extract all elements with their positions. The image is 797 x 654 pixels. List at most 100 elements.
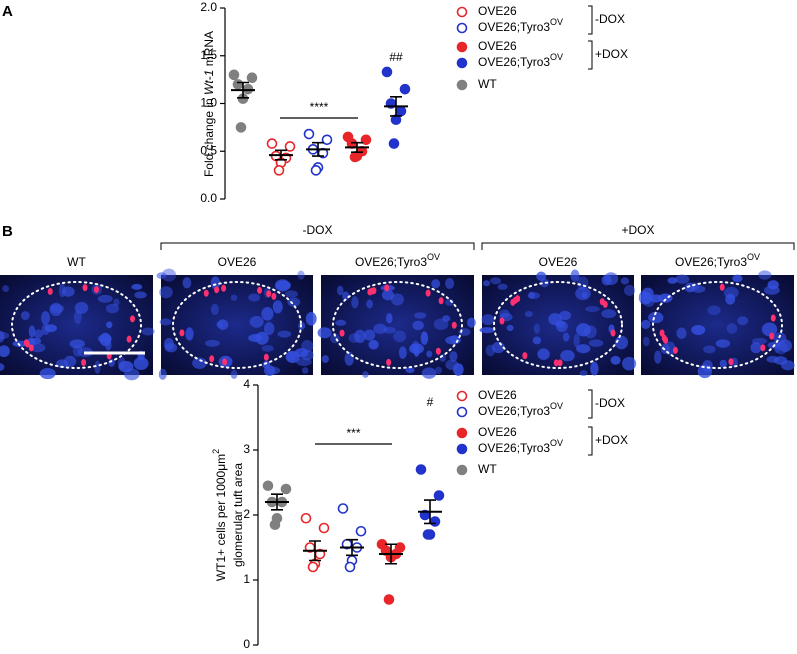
nucleus (555, 320, 568, 332)
wt1-cell (82, 284, 88, 292)
sem-bar (351, 141, 363, 154)
legend-label-main: OVE26 (478, 39, 517, 53)
sem-bar (312, 141, 324, 157)
sem-bar (309, 540, 321, 562)
nucleus (72, 344, 83, 357)
sem-bar (424, 499, 436, 525)
nucleus (164, 342, 178, 353)
nucleus (261, 344, 274, 352)
data-point (321, 134, 333, 146)
data-point (303, 128, 315, 140)
nucleus (348, 333, 361, 343)
nucleus (421, 367, 437, 379)
y-tick-label: 0.0 (200, 191, 217, 205)
legend-marker (456, 22, 468, 34)
data-point (388, 138, 400, 149)
nucleus (723, 286, 739, 299)
nucleus (411, 340, 420, 354)
nucleus (204, 339, 220, 347)
micrograph (638, 270, 795, 379)
nucleus (386, 312, 393, 324)
nucleus (453, 363, 464, 376)
legend-label-main: WT (478, 462, 497, 476)
y-label-part: mRNA (202, 31, 216, 70)
nucleus (732, 274, 743, 283)
wt1-cell (451, 321, 457, 329)
wt1-cell (221, 284, 227, 292)
nucleus (321, 355, 329, 364)
data-point (310, 165, 322, 176)
nucleus (73, 310, 82, 324)
nucleus (499, 309, 510, 318)
wt1-cell (499, 317, 505, 325)
wt1-cell (93, 286, 99, 294)
wt1-cell (553, 359, 559, 367)
wt1-cell (512, 296, 518, 304)
nucleus (601, 309, 617, 319)
nucleus (335, 319, 347, 326)
legend-marker (456, 464, 468, 476)
glomerulus-outline (172, 281, 302, 369)
sem-bar (271, 493, 283, 511)
legend-label-sup: OV (550, 17, 563, 27)
nucleus (363, 329, 376, 341)
wt1-cell (81, 359, 87, 367)
nucleus (49, 302, 63, 317)
legend-marker (456, 427, 468, 439)
group-label: -DOX (303, 223, 333, 237)
wt1-cell (522, 352, 528, 360)
sem-bar (237, 81, 249, 99)
data-point (246, 72, 258, 84)
data-point (269, 519, 281, 531)
nucleus (217, 319, 229, 330)
y-tick-label: 0.5 (200, 143, 217, 157)
legend-label-sup: OV (550, 438, 563, 448)
nucleus (585, 305, 600, 313)
sem-bar (346, 538, 358, 557)
legend-label: OVE26;Tyro3OV (478, 52, 563, 69)
nucleus (285, 350, 300, 364)
legend-group-label: -DOX (595, 12, 625, 26)
data-point (337, 503, 349, 514)
nucleus (106, 321, 113, 329)
legend-label: WT (478, 77, 497, 91)
wt1-cell (214, 286, 220, 294)
micrograph (0, 275, 155, 381)
image-label-main: OVE26;Tyro3 (355, 255, 427, 269)
data-point (344, 561, 356, 573)
wt1-cell (672, 346, 678, 354)
legend-group-label: -DOX (595, 396, 625, 410)
nucleus (764, 285, 780, 295)
nucleus (390, 293, 404, 306)
legend-label-main: OVE26 (478, 388, 517, 402)
wt1-cell (599, 298, 605, 306)
wt1-cell (24, 340, 30, 348)
nucleus (527, 292, 541, 299)
nucleus (737, 316, 749, 326)
wt1-cell (728, 358, 734, 366)
nucleus (185, 327, 194, 341)
legend-label: OVE26 (478, 388, 517, 402)
legend-label: OVE26;Tyro3OV (478, 17, 563, 34)
nucleus (726, 323, 738, 334)
nucleus (620, 277, 630, 285)
nucleus (297, 270, 305, 280)
legend-label: OVE26 (478, 425, 517, 439)
nucleus (336, 285, 344, 296)
glomerulus-outline (11, 281, 142, 369)
nucleus (684, 282, 695, 293)
nucleus (703, 345, 716, 354)
image-label-main: OVE26 (539, 255, 578, 269)
nucleus (248, 293, 261, 302)
nucleus (342, 291, 350, 301)
data-point (399, 83, 411, 95)
nucleus (301, 339, 314, 353)
group-bracket (160, 242, 475, 250)
annotation: ## (389, 50, 403, 64)
glomerulus-outline (652, 281, 783, 369)
annotation: # (427, 395, 434, 409)
y-label-sup: 2 (211, 449, 221, 454)
legend-label: OVE26 (478, 4, 517, 18)
legend-marker (456, 443, 468, 455)
nucleus (667, 277, 678, 284)
